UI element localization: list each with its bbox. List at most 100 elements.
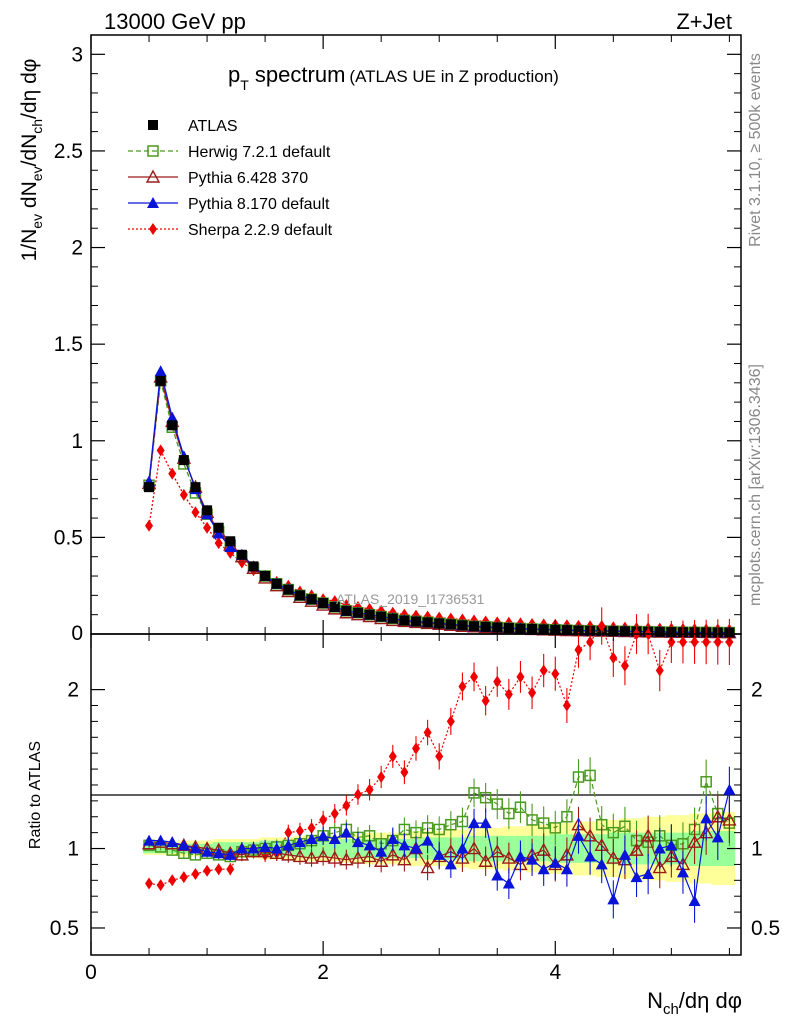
ratio-point-pythia-8-170-default — [270, 842, 283, 854]
ratio-point-pythia-8-170-default — [433, 848, 446, 860]
y-tick-label: 3 — [71, 43, 83, 66]
ratio-point-pythia-8-170-default — [549, 856, 562, 868]
point-atlas — [387, 613, 398, 624]
ratio-point-pythia-8-170-default — [259, 840, 272, 852]
ratio-point-sherpa-2-2-9-default — [493, 675, 502, 688]
y-tick-label: 1 — [71, 430, 83, 453]
point-sherpa-2-2-9-default — [179, 488, 188, 501]
ratio-point-sherpa-2-2-9-default — [539, 664, 548, 677]
point-atlas — [294, 590, 305, 601]
ratio-point-sherpa-2-2-9-default — [620, 659, 629, 672]
ratio-point-sherpa-2-2-9-default — [725, 635, 734, 648]
ratio-point-herwig-7-2-1-default — [433, 823, 445, 836]
x-axis-label: Nch/dη dφ — [647, 988, 742, 1018]
ratio-point-pythia-8-170-default — [143, 834, 156, 846]
point-pythia-8-170-default — [166, 411, 179, 423]
ratio-point-pythia-8-170-default — [572, 829, 585, 841]
point-atlas — [202, 505, 213, 516]
ratio-point-pythia-8-170-default — [398, 839, 411, 851]
legend-item-pythia-8-170-default: Pythia 8.170 default — [128, 196, 330, 213]
ratio-point-sherpa-2-2-9-default — [574, 643, 583, 656]
ratio-point-pythia-6-428-370 — [362, 849, 377, 863]
ratio-point-sherpa-2-2-9-default — [713, 635, 722, 648]
y-tick-label: 1.5 — [54, 333, 83, 356]
ratio-tick-label-right: 0.5 — [751, 917, 780, 940]
point-pythia-8-170-default — [224, 541, 237, 553]
ratio-point-pythia-6-428-370 — [652, 860, 667, 874]
legend-label: Herwig 7.2.1 default — [188, 144, 331, 161]
ratio-point-pythia-6-428-370 — [455, 850, 470, 864]
ratio-point-pythia-6-428-370 — [687, 834, 702, 848]
point-atlas — [469, 621, 480, 632]
ratio-point-pythia-8-170-default — [154, 834, 167, 846]
ratio-point-pythia-8-170-default — [479, 817, 492, 829]
point-atlas — [480, 621, 491, 632]
point-sherpa-2-2-9-default — [156, 444, 165, 457]
ratio-point-sherpa-2-2-9-default — [156, 879, 165, 892]
ratio-tick-label: 1 — [67, 838, 79, 861]
point-atlas — [352, 607, 363, 618]
point-atlas — [573, 625, 584, 636]
ratio-point-sherpa-2-2-9-default — [435, 750, 444, 763]
ratio-point-pythia-8-170-default — [676, 866, 689, 878]
legend-marker — [148, 120, 158, 130]
analysis-watermark: ATLAS_2019_I1736531 — [336, 591, 485, 607]
spectrum-y-axis: 0.5 1 1.5 2 2.5 3 0 — [54, 43, 741, 645]
ratio-point-sherpa-2-2-9-default — [353, 788, 362, 801]
ratio-marks — [141, 607, 737, 923]
ratio-point-pythia-8-170-default — [293, 836, 306, 848]
ratio-tick-label: 0.5 — [50, 917, 79, 940]
point-atlas — [248, 561, 259, 572]
ratio-point-sherpa-2-2-9-default — [203, 864, 212, 877]
ratio-point-pythia-8-170-default — [502, 877, 515, 889]
point-atlas — [399, 615, 410, 626]
legend-marker — [147, 197, 159, 208]
ratio-point-sherpa-2-2-9-default — [307, 821, 316, 834]
ratio-point-herwig-7-2-1-default — [572, 771, 585, 783]
ratio-point-pythia-6-428-370 — [640, 828, 656, 842]
ratio-point-sherpa-2-2-9-default — [690, 635, 699, 648]
ratio-point-herwig-7-2-1-default — [561, 810, 573, 823]
ratio-point-pythia-8-170-default — [560, 863, 573, 875]
ratio-point-pythia-8-170-default — [630, 871, 643, 883]
ratio-point-pythia-6-428-370 — [606, 850, 621, 864]
chart-title: pT spectrum (ATLAS UE in Z production) — [228, 62, 559, 93]
y-tick-label: 0.5 — [54, 526, 83, 549]
ratio-point-pythia-6-428-370 — [722, 812, 737, 826]
ratio-point-herwig-7-2-1-default — [503, 807, 515, 820]
point-atlas — [283, 584, 294, 595]
legend-marker — [149, 223, 157, 235]
ratio-tick-label-right: 1 — [751, 838, 763, 861]
legend-label: Sherpa 2.2.9 default — [188, 222, 333, 239]
ratio-point-sherpa-2-2-9-default — [597, 620, 606, 633]
ratio-point-pythia-6-428-370 — [339, 852, 354, 866]
ratio-point-pythia-8-170-default — [189, 842, 202, 854]
ratio-point-sherpa-2-2-9-default — [365, 783, 374, 796]
point-atlas — [538, 624, 549, 635]
point-atlas — [515, 623, 526, 634]
ratio-series-pythia-8-170-default — [143, 766, 736, 923]
ratio-tick-label: 2 — [67, 679, 79, 702]
ratio-point-sherpa-2-2-9-default — [226, 863, 235, 876]
legend-item-sherpa-2-2-9-default: Sherpa 2.2.9 default — [128, 222, 333, 239]
point-atlas — [144, 482, 155, 493]
ratio-point-sherpa-2-2-9-default — [458, 680, 467, 693]
ratio-point-sherpa-2-2-9-default — [319, 813, 328, 826]
ratio-point-sherpa-2-2-9-default — [168, 874, 177, 887]
ratio-point-sherpa-2-2-9-default — [528, 686, 537, 699]
ratio-y-axis: 0.5 0.5 1 1 2 2 — [50, 679, 780, 940]
ratio-point-sherpa-2-2-9-default — [609, 651, 618, 664]
ratio-point-pythia-6-428-370 — [466, 841, 482, 855]
ratio-point-pythia-6-428-370 — [420, 860, 435, 874]
point-atlas — [457, 620, 468, 631]
ratio-point-pythia-8-170-default — [688, 894, 701, 906]
ratio-point-sherpa-2-2-9-default — [667, 635, 676, 648]
point-atlas — [434, 618, 445, 629]
ratio-point-pythia-8-170-default — [224, 848, 237, 860]
point-atlas — [306, 594, 317, 605]
ratio-point-herwig-7-2-1-default — [514, 801, 527, 813]
ratio-point-pythia-8-170-default — [166, 836, 179, 848]
ratio-point-sherpa-2-2-9-default — [284, 826, 293, 839]
ratio-point-pythia-8-170-default — [595, 858, 608, 870]
point-sherpa-2-2-9-default — [191, 506, 200, 519]
